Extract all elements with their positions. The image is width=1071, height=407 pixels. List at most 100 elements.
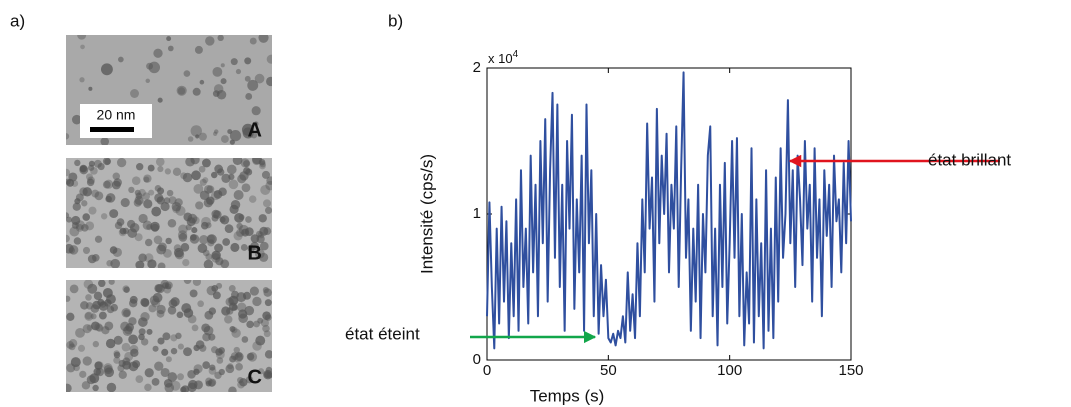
particle (195, 134, 200, 139)
particle (138, 253, 147, 263)
particle (260, 184, 271, 195)
particle (213, 189, 223, 199)
particle (190, 125, 202, 137)
particle (259, 241, 269, 251)
particle (191, 216, 200, 225)
particle (66, 133, 70, 140)
particle (94, 323, 103, 332)
particle (218, 347, 225, 354)
particle (254, 73, 265, 84)
particle (244, 227, 254, 236)
particle (183, 347, 192, 357)
x-tick-label: 50 (600, 362, 617, 379)
particle (261, 170, 271, 179)
particle (79, 187, 88, 196)
particle (94, 361, 103, 370)
particle (84, 311, 94, 321)
particle (167, 372, 178, 382)
particle (199, 190, 210, 201)
particle (263, 227, 272, 235)
particle (259, 252, 269, 262)
particle (253, 121, 259, 127)
particle (151, 298, 161, 308)
particle (113, 356, 121, 364)
particle (217, 35, 224, 42)
particle (177, 230, 188, 240)
particle (120, 198, 130, 208)
particle (214, 371, 222, 380)
particle (170, 380, 181, 391)
particle (211, 284, 219, 292)
particle (123, 309, 131, 317)
particle (262, 324, 270, 333)
particle (191, 170, 201, 181)
particle (213, 131, 218, 136)
particle (166, 189, 174, 197)
image-label: A (248, 119, 262, 141)
particle (194, 45, 203, 54)
x-tick-label: 150 (838, 362, 863, 379)
particle (229, 204, 239, 214)
data-line (486, 71, 852, 350)
particle (167, 218, 177, 228)
particle (102, 180, 111, 189)
particle (209, 364, 216, 371)
particle (100, 137, 110, 145)
y-scale-label: x 104 (488, 49, 519, 67)
particle (197, 300, 204, 308)
particle (231, 304, 238, 311)
particle (98, 280, 106, 288)
particle (201, 323, 211, 333)
particle (82, 213, 91, 221)
particle (207, 234, 217, 245)
particle (94, 361, 104, 371)
particle (95, 324, 104, 332)
particle (128, 186, 135, 194)
particle (187, 136, 194, 142)
particle (241, 183, 251, 193)
particle (235, 363, 243, 371)
particle (185, 224, 192, 231)
particle (85, 294, 92, 301)
particle (113, 351, 121, 359)
particle (164, 383, 175, 392)
particle (199, 79, 205, 85)
particle (225, 364, 235, 374)
particle (258, 158, 266, 166)
particle (220, 215, 230, 225)
particle (93, 291, 103, 301)
particle (143, 174, 152, 183)
x-tick-label: 100 (717, 362, 742, 379)
particle (232, 158, 243, 166)
particle (167, 45, 174, 52)
particle (192, 87, 201, 96)
particle (211, 346, 219, 354)
particle (100, 63, 113, 76)
particle (138, 213, 148, 224)
particle (170, 297, 180, 307)
particle (237, 377, 244, 384)
particle (213, 129, 219, 134)
particle (170, 347, 178, 355)
particle (262, 287, 269, 294)
particle (69, 284, 79, 294)
particle (174, 247, 184, 258)
particle (66, 178, 75, 187)
particle (195, 201, 204, 210)
particle (81, 381, 91, 390)
particle (77, 344, 86, 352)
particle (98, 311, 107, 320)
particle (82, 356, 92, 366)
particle (224, 315, 233, 324)
particle (247, 79, 259, 91)
particle (228, 386, 237, 392)
particle (87, 283, 98, 294)
particle (218, 368, 225, 376)
particle (249, 286, 259, 296)
particle (121, 342, 131, 352)
particle (103, 365, 113, 375)
particle (103, 363, 113, 373)
particle (118, 56, 124, 63)
particle (214, 164, 223, 174)
